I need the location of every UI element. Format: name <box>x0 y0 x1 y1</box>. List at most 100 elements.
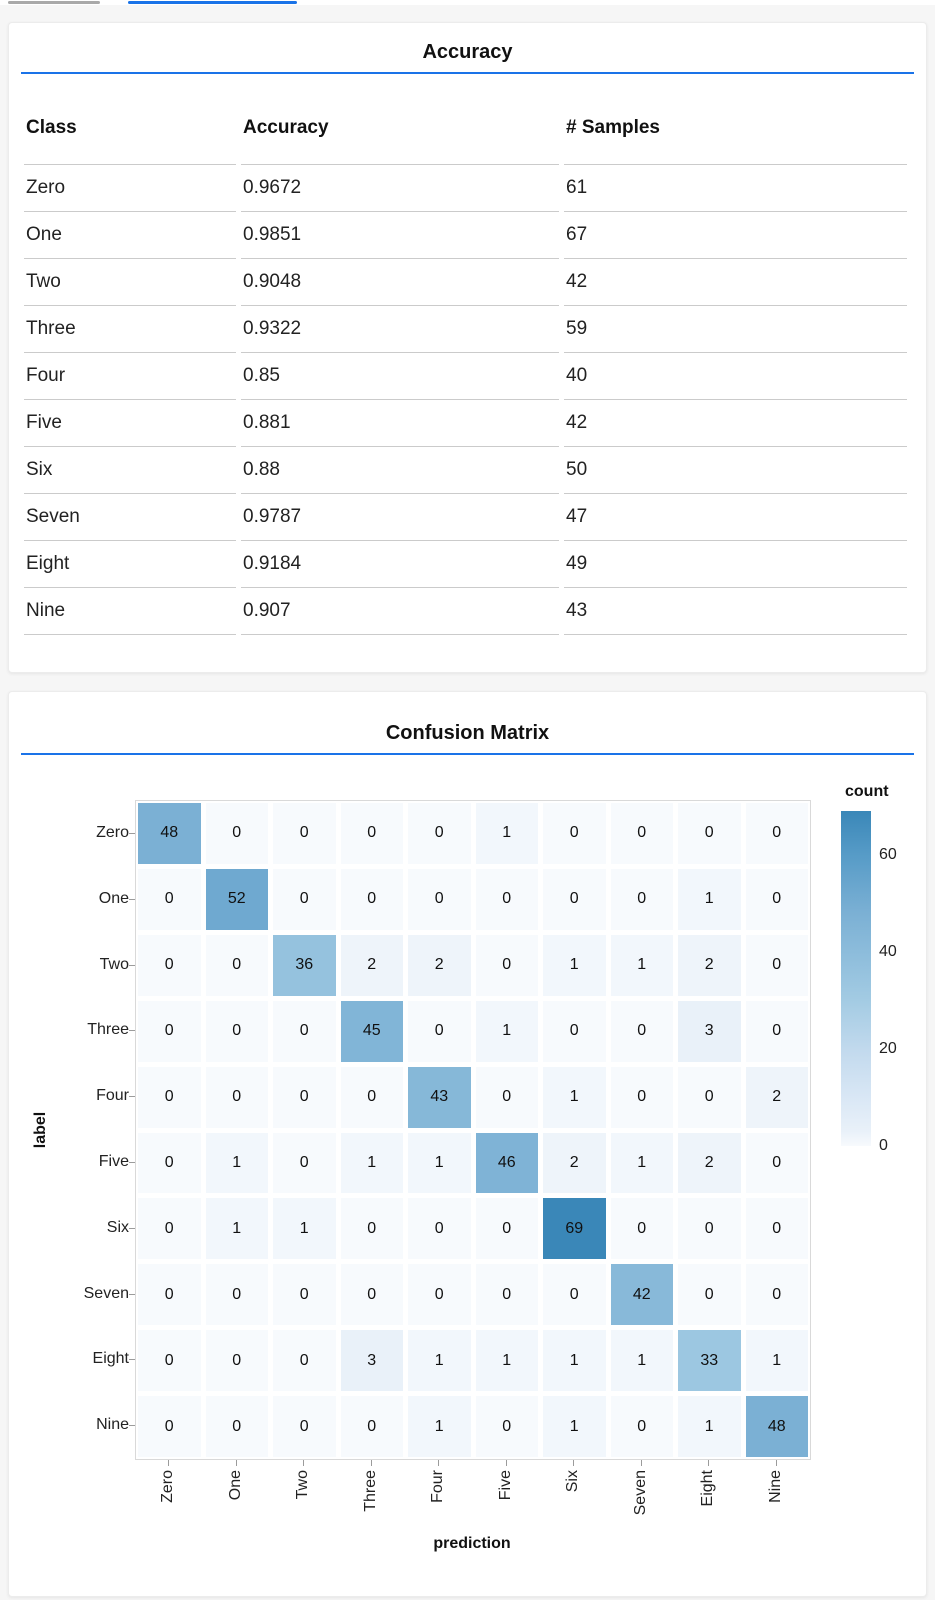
accuracy-card: Accuracy Class Accuracy # Samples Zero 0.967… <box>8 22 927 673</box>
samples-cell: 47 <box>564 493 907 540</box>
heatmap-cell: 0 <box>138 1132 201 1194</box>
heatmap-cell: 69 <box>543 1198 606 1260</box>
class-cell: Three <box>24 305 236 352</box>
heatmap-cell: 2 <box>678 934 741 996</box>
heatmap-cell: 43 <box>408 1066 471 1128</box>
heatmap-cell: 1 <box>610 1330 673 1392</box>
heatmap-cell: 0 <box>273 1396 336 1457</box>
y-axis-tick <box>129 1030 135 1032</box>
x-axis-title: prediction <box>433 1535 511 1552</box>
confusion-card-title: Confusion Matrix <box>385 722 550 744</box>
accuracy-cell: 0.9787 <box>241 493 559 540</box>
samples-cell: 40 <box>564 352 907 399</box>
y-axis-tick-label: Two <box>99 955 129 973</box>
heatmap-cell: 1 <box>543 1396 606 1457</box>
heatmap-cell: 0 <box>408 1198 471 1260</box>
heatmap-cell: 1 <box>543 1330 606 1392</box>
heatmap-cell: 0 <box>678 1066 741 1128</box>
heatmap-cell: 0 <box>205 1330 268 1392</box>
heatmap-cell: 0 <box>475 1066 538 1128</box>
accuracy-cell: 0.9672 <box>241 164 559 211</box>
class-cell: One <box>24 211 236 258</box>
y-axis-tick <box>129 1096 135 1098</box>
table-bottom-border <box>24 634 236 635</box>
heatmap-cell: 1 <box>610 1132 673 1194</box>
table-bottom-border <box>241 634 559 635</box>
samples-cell: 61 <box>564 164 907 211</box>
heatmap-cell: 0 <box>475 1396 538 1457</box>
heatmap-cell: 0 <box>475 934 538 996</box>
heatmap-cell: 0 <box>543 1000 606 1062</box>
heatmap-cell: 2 <box>745 1066 808 1128</box>
heatmap-cell: 45 <box>340 1000 403 1062</box>
heatmap-cell: 0 <box>273 803 336 864</box>
heatmap-cell: 2 <box>340 934 403 996</box>
y-axis-tick-label: Three <box>87 1021 129 1039</box>
y-axis-tick <box>129 833 135 834</box>
heatmap-cell: 0 <box>138 1000 201 1062</box>
heatmap-cell: 0 <box>475 868 538 930</box>
heatmap-cell: 0 <box>475 1198 538 1260</box>
accuracy-cell: 0.9322 <box>241 305 559 352</box>
table-bottom-border <box>564 634 907 635</box>
accuracy-cell: 0.907 <box>241 587 559 634</box>
heatmap-cell: 1 <box>475 803 538 864</box>
colorbar-title: count <box>845 783 889 800</box>
title-underline <box>21 753 914 755</box>
x-axis-tick <box>370 1460 372 1466</box>
class-cell: Five <box>24 399 236 446</box>
heatmap-cell: 0 <box>475 1264 538 1326</box>
y-axis-tick-label: Zero <box>96 824 129 841</box>
heatmap-cell: 1 <box>678 1396 741 1457</box>
x-axis-tick <box>505 1460 507 1466</box>
heatmap-cell: 0 <box>745 1198 808 1260</box>
heatmap-cell: 0 <box>138 1264 201 1326</box>
heatmap-cell: 0 <box>745 934 808 996</box>
colorbar-tick-label: 40 <box>879 942 897 960</box>
samples-cell: 43 <box>564 587 907 634</box>
y-axis-tick-label: Four <box>96 1087 129 1105</box>
x-axis-tick <box>573 1460 575 1466</box>
accuracy-cell: 0.88 <box>241 446 559 493</box>
heatmap-cell: 1 <box>205 1132 268 1194</box>
y-axis-tick <box>129 1359 135 1361</box>
heatmap-cell: 1 <box>408 1330 471 1392</box>
heatmap-cell: 46 <box>475 1132 538 1194</box>
x-axis-tick <box>775 1460 777 1466</box>
colorbar-gradient <box>841 811 871 1146</box>
class-cell: Zero <box>24 164 236 211</box>
y-axis-tick-label: Eight <box>92 1350 129 1368</box>
heatmap-cell: 52 <box>205 868 268 930</box>
tab-indicator-active[interactable] <box>128 1 297 4</box>
heatmap-cell: 0 <box>610 868 673 930</box>
heatmap-cell: 0 <box>745 1132 808 1194</box>
heatmap-cell: 0 <box>745 1000 808 1062</box>
heatmap-cell: 0 <box>273 1330 336 1392</box>
y-axis-tick <box>129 964 135 966</box>
colorbar-tick-label: 20 <box>879 1039 897 1057</box>
x-axis-tick-label: Two <box>294 1470 312 1500</box>
heatmap-cell: 1 <box>610 934 673 996</box>
accuracy-card-title: Accuracy <box>422 41 513 63</box>
tab-indicator-inactive[interactable] <box>8 1 100 4</box>
heatmap-cell: 0 <box>610 803 673 864</box>
heatmap-cell: 0 <box>205 934 268 996</box>
heatmap-cell: 0 <box>205 1264 268 1326</box>
samples-cell: 49 <box>564 540 907 587</box>
heatmap-cell: 0 <box>138 1396 201 1457</box>
heatmap-cell: 0 <box>543 868 606 930</box>
heatmap-cell: 0 <box>610 1396 673 1457</box>
heatmap-cell: 0 <box>138 934 201 996</box>
accuracy-cell: 0.881 <box>241 399 559 446</box>
y-axis-title: label <box>32 1111 49 1149</box>
heatmap-cell: 0 <box>610 1198 673 1260</box>
samples-cell: 42 <box>564 258 907 305</box>
class-cell: Two <box>24 258 236 305</box>
heatmap-cell: 0 <box>138 1066 201 1128</box>
heatmap-grid: 48 0 0 0 0 1 0 0 0 0 0 52 0 0 0 0 0 0 1 0 0 0 36 2 2 0 1 1 2 0 0 0 0 45 0 1… <box>135 800 811 1460</box>
confusion-matrix-card: Confusion Matrix label 48 0 0 0 0 1 0 0 0 0 0 52 0 0 0… <box>8 691 927 1597</box>
heatmap-cell: 0 <box>678 803 741 864</box>
top-tab-strip <box>0 0 935 5</box>
heatmap-cell: 0 <box>610 1000 673 1062</box>
heatmap-cell: 3 <box>340 1330 403 1392</box>
